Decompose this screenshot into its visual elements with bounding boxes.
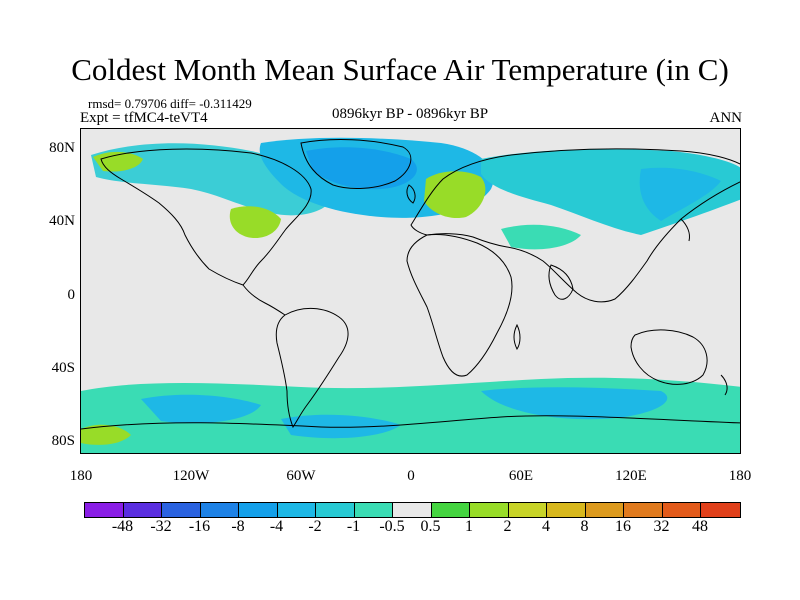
colorbar-label: -1 <box>346 518 361 535</box>
lon-label-60e: 60E <box>508 468 534 484</box>
colorbar-swatch <box>470 503 509 517</box>
colorbar-swatch <box>393 503 432 517</box>
colorbar-label: -2 <box>308 518 322 535</box>
lon-label-0: 0 <box>407 468 415 484</box>
colorbar-label: 2 <box>503 518 512 535</box>
colorbar-swatch <box>200 503 239 517</box>
colorbar-swatch <box>162 503 201 517</box>
coastline-india <box>548 264 574 300</box>
coastline-eurasia <box>410 148 740 303</box>
colorbar-label: -16 <box>188 518 211 535</box>
colorbar-label: -8 <box>231 518 245 535</box>
colorbar-label: 4 <box>542 518 550 535</box>
lat-label-80s: 80S <box>51 433 75 449</box>
colorbar-swatch <box>123 503 162 517</box>
lat-label-40s: 40S <box>51 360 75 376</box>
colorbar-swatch <box>701 503 740 517</box>
map-panel <box>80 128 741 454</box>
anomaly-antarctica-cold <box>141 387 668 439</box>
colorbar-swatch <box>662 503 701 517</box>
colorbar-swatch <box>354 503 393 517</box>
lon-label-180w: 180 <box>69 468 93 484</box>
chart-title: Coldest Month Mean Surface Air Temperatu… <box>71 52 729 87</box>
coastline-antarctica <box>81 415 740 430</box>
anomaly-siberia-core <box>639 167 721 221</box>
lon-label-120w: 120W <box>172 468 210 484</box>
colorbar-label: 1 <box>465 518 473 535</box>
colorbar-swatch <box>85 503 124 517</box>
coastline-north-america <box>100 148 312 286</box>
colorbar-label: 32 <box>653 518 670 535</box>
coastline-australia <box>630 329 708 385</box>
colorbar <box>84 502 741 518</box>
colorbar-label: -48 <box>111 518 134 535</box>
colorbar-swatch <box>508 503 547 517</box>
lat-label-40n: 40N <box>49 213 75 229</box>
colorbar-label: 8 <box>580 518 589 535</box>
anomaly-us-warm <box>229 206 281 239</box>
experiment-text: Expt = tfMC4-teVT4 <box>80 110 208 126</box>
coastline-south-america <box>275 308 349 429</box>
lat-label-0: 0 <box>67 287 76 303</box>
anomaly-antarctica-warm <box>81 424 131 445</box>
lon-label-180e: 180 <box>728 468 752 484</box>
map-svg <box>81 137 740 453</box>
anomaly-mideast <box>501 224 581 250</box>
coastline-central-america <box>242 284 286 316</box>
colorbar-swatch <box>431 503 470 517</box>
anomaly-greenland-core <box>306 147 417 190</box>
colorbar-swatch <box>239 503 278 517</box>
lat-label-80n: 80N <box>49 140 75 156</box>
season-label: ANN <box>709 110 743 126</box>
coastline-madagascar <box>513 323 521 350</box>
coastline-greenland <box>300 139 412 189</box>
lon-label-120e: 120E <box>615 468 647 484</box>
coastline-new-zealand <box>720 374 728 396</box>
colorbar-swatch <box>547 503 586 517</box>
colorbar-swatch <box>624 503 663 517</box>
colorbar-swatch <box>316 503 355 517</box>
colorbar-swatch <box>585 503 624 517</box>
colorbar-label: 16 <box>615 518 631 535</box>
colorbar-label: 48 <box>692 518 708 535</box>
colorbar-swatch <box>277 503 316 517</box>
period-text: 0896kyr BP - 0896kyr BP <box>331 106 489 122</box>
coastline-uk <box>406 184 416 204</box>
colorbar-label: -32 <box>150 518 172 535</box>
stats-text: rmsd= 0.79706 diff= -0.311429 <box>88 96 252 111</box>
coastline-japan <box>680 218 690 242</box>
colorbar-label: -4 <box>269 518 284 535</box>
colorbar-label: 0.5 <box>420 518 441 535</box>
coastline-africa <box>406 234 513 377</box>
colorbar-label: -0.5 <box>379 518 405 535</box>
lon-label-60w: 60W <box>286 468 316 484</box>
